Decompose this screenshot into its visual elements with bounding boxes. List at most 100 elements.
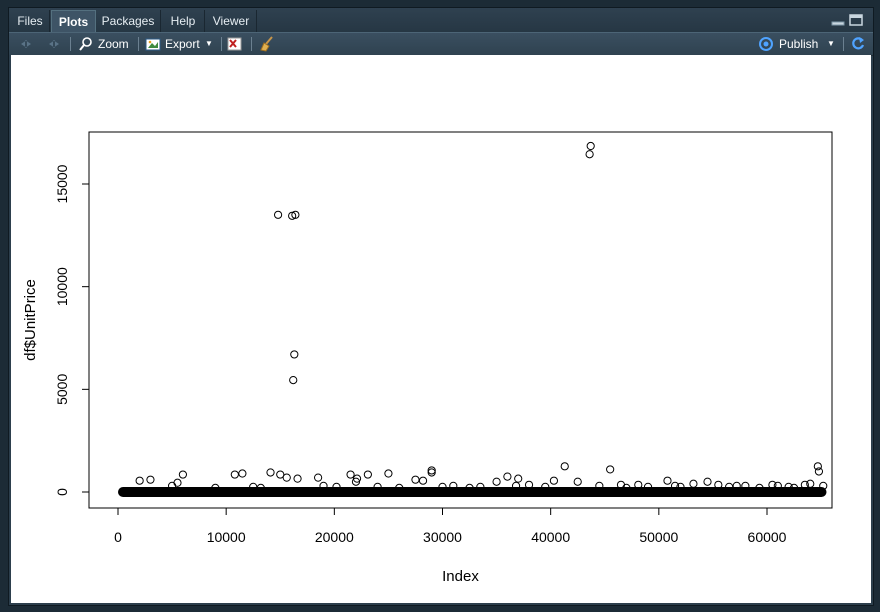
arrow-left-icon[interactable] <box>19 35 35 53</box>
data-point <box>492 477 501 486</box>
data-point <box>511 481 521 490</box>
data-point <box>819 481 828 490</box>
export-image-icon <box>145 36 161 57</box>
data-point <box>427 466 436 475</box>
data-point <box>449 481 458 490</box>
data-point <box>266 468 275 477</box>
data-point <box>622 483 631 492</box>
publish-label: Publish <box>779 37 819 51</box>
toolbar-divider <box>221 37 222 51</box>
plot-canvas: 0 10000 20000 30000 40000 50000 60000 0 5000 1000… <box>9 55 871 603</box>
broom-icon[interactable] <box>258 35 276 53</box>
dense-point-band <box>118 487 827 497</box>
data-point <box>514 474 523 483</box>
toolbar-divider <box>843 37 844 51</box>
data-point <box>427 468 436 477</box>
pane-tab-bar: Files Plots Packages Help Viewer <box>9 8 873 33</box>
tab-plots[interactable]: Plots <box>51 10 96 33</box>
data-point <box>689 479 698 488</box>
x-tick-label: 60000 <box>748 529 787 545</box>
data-point <box>503 472 512 481</box>
data-point <box>814 467 824 476</box>
toolbar-divider <box>70 37 71 51</box>
chevron-down-icon: ▼ <box>827 39 835 48</box>
zoom-label: Zoom <box>98 37 129 51</box>
tab-packages[interactable]: Packages <box>96 10 161 32</box>
data-point <box>714 480 723 489</box>
data-point <box>476 482 485 491</box>
x-tick-label: 20000 <box>315 529 354 545</box>
data-point <box>395 483 404 492</box>
x-tick-label: 40000 <box>531 529 570 545</box>
publish-icon <box>757 36 775 57</box>
maximize-icon[interactable] <box>849 13 863 26</box>
tab-files[interactable]: Files <box>11 10 50 32</box>
data-point <box>670 481 680 490</box>
data-point <box>560 462 569 471</box>
data-point <box>211 483 220 492</box>
chevron-down-icon: ▼ <box>205 39 213 48</box>
y-tick-label: 0 <box>54 488 70 496</box>
data-point <box>741 481 750 490</box>
data-point <box>319 481 328 490</box>
data-point <box>465 483 474 492</box>
publish-button[interactable]: Publish ▼ <box>757 35 837 53</box>
data-point <box>784 482 793 491</box>
x-axis-label: Index <box>442 568 479 585</box>
data-point <box>276 470 285 479</box>
data-point <box>314 473 323 482</box>
data-point <box>238 469 247 478</box>
data-point <box>732 481 741 490</box>
x-tick-label: 50000 <box>639 529 678 545</box>
data-point <box>586 141 595 151</box>
refresh-icon[interactable] <box>850 35 866 53</box>
data-point <box>418 476 428 485</box>
x-tick-label: 30000 <box>423 529 462 545</box>
minimize-icon[interactable] <box>831 13 845 26</box>
data-point <box>524 480 534 489</box>
export-button[interactable]: Export ▼ <box>143 35 215 53</box>
data-point <box>768 480 777 489</box>
data-point <box>173 478 182 487</box>
data-point <box>384 469 393 478</box>
data-point <box>813 462 822 471</box>
tab-help[interactable]: Help <box>162 10 205 32</box>
remove-plot-icon[interactable] <box>226 35 244 53</box>
data-point <box>249 482 258 491</box>
data-point <box>703 477 712 486</box>
data-point <box>595 481 604 490</box>
data-point <box>135 476 144 485</box>
data-point <box>806 479 815 488</box>
magnifier-icon <box>79 36 93 57</box>
data-point <box>541 482 550 491</box>
y-tick-label: 10000 <box>54 267 70 306</box>
data-point <box>146 475 155 484</box>
data-point <box>373 482 382 491</box>
toolbar-divider <box>251 37 252 51</box>
zoom-button[interactable]: Zoom <box>77 35 133 53</box>
data-point <box>663 476 672 485</box>
data-point <box>290 350 299 359</box>
x-tick-label: 10000 <box>207 529 246 545</box>
data-point <box>676 482 685 491</box>
scatter-plot: 0 10000 20000 30000 40000 50000 60000 0 5000 1000… <box>22 131 833 585</box>
data-point <box>273 210 283 219</box>
data-point <box>789 483 799 492</box>
data-point <box>256 483 265 492</box>
arrow-right-icon[interactable] <box>45 35 61 53</box>
y-tick-label: 5000 <box>54 374 70 405</box>
data-point <box>288 211 297 220</box>
data-point <box>755 483 764 492</box>
data-point <box>351 477 361 486</box>
data-point <box>438 482 447 491</box>
data-point <box>293 474 302 483</box>
plots-toolbar: Zoom Export ▼ Publish ▼ <box>9 32 873 56</box>
plot-box <box>88 131 833 509</box>
data-point <box>363 470 372 479</box>
data-point <box>643 482 653 491</box>
data-point <box>289 375 298 385</box>
x-tick-label: 0 <box>114 529 122 545</box>
export-label: Export <box>165 37 200 51</box>
data-point <box>573 477 582 486</box>
tab-viewer[interactable]: Viewer <box>206 10 257 32</box>
